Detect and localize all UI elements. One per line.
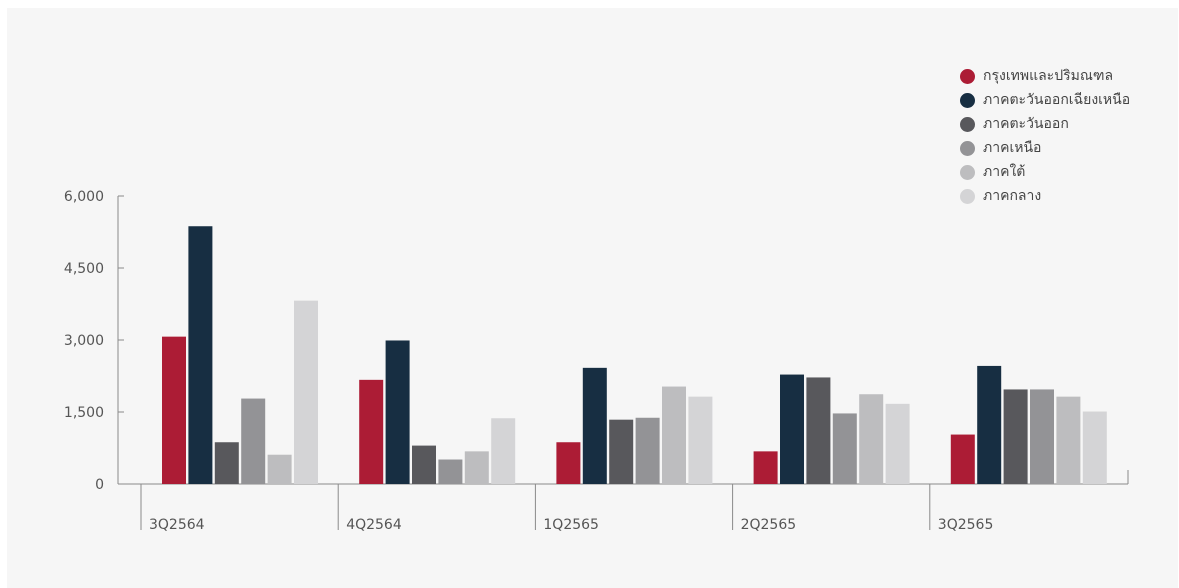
bar <box>753 451 778 484</box>
chart-labels: 0 1,500 3,000 4,500 6,000 3Q2564 4Q2564 1Q2565 2… <box>64 189 993 533</box>
bar <box>977 365 1002 484</box>
bar <box>267 454 292 484</box>
bar <box>859 394 884 484</box>
legend-item: กรุงเทพและปริมณฑล <box>960 64 1130 88</box>
bar <box>385 340 410 484</box>
bar <box>1082 411 1107 484</box>
x-tick-label: 4Q2564 <box>346 517 402 533</box>
bar <box>491 418 516 484</box>
bar <box>438 459 463 484</box>
y-tick-label: 0 <box>95 477 104 493</box>
bar <box>241 398 266 484</box>
legend-swatch <box>960 68 975 84</box>
legend-item: ภาคกลาง <box>960 184 1130 208</box>
x-tick-label: 3Q2565 <box>938 517 994 533</box>
bar <box>359 379 384 484</box>
legend-item: ภาคเหนือ <box>960 136 1130 160</box>
y-tick-label: 3,000 <box>64 333 104 349</box>
bar <box>1003 389 1028 484</box>
legend-label: กรุงเทพและปริมณฑล <box>983 68 1114 84</box>
bar <box>806 377 831 484</box>
bar <box>950 434 975 484</box>
bar <box>188 226 213 485</box>
legend-item: ภาคตะวันออกเฉียงเหนือ <box>960 88 1130 112</box>
y-tick-label: 1,500 <box>64 405 104 421</box>
legend-label: ภาคเหนือ <box>983 140 1042 156</box>
bar <box>412 445 436 484</box>
legend-item: ภาคตะวันออก <box>960 112 1130 136</box>
legend-label: ภาคตะวันออก <box>983 116 1069 132</box>
x-tick-label: 3Q2564 <box>149 517 205 533</box>
legend-label: ภาคกลาง <box>983 188 1042 204</box>
chart-bars <box>162 226 1107 485</box>
bar <box>1030 389 1054 484</box>
x-tick-label: 1Q2565 <box>543 517 599 533</box>
bar <box>464 451 489 484</box>
bar <box>662 386 686 484</box>
bar <box>214 442 239 484</box>
bar <box>609 419 634 484</box>
legend-swatch <box>960 188 975 204</box>
bar <box>885 403 910 484</box>
bar <box>294 300 318 484</box>
bar <box>582 367 607 484</box>
legend-swatch <box>960 116 975 132</box>
bar <box>1056 396 1081 484</box>
legend-item: ภาคใต้ <box>960 160 1130 184</box>
bar <box>162 336 186 484</box>
legend-swatch <box>960 92 975 108</box>
bar <box>635 417 660 484</box>
y-tick-label: 4,500 <box>64 261 104 277</box>
y-tick-label: 6,000 <box>64 189 104 205</box>
bar <box>780 374 804 484</box>
legend-label: ภาคใต้ <box>983 164 1026 180</box>
bar <box>832 413 857 484</box>
legend-swatch <box>960 140 975 156</box>
legend-label: ภาคตะวันออกเฉียงเหนือ <box>983 92 1131 108</box>
bar <box>688 396 713 484</box>
x-tick-label: 2Q2565 <box>741 517 797 533</box>
bar <box>556 442 581 484</box>
legend-swatch <box>960 164 975 180</box>
chart-legend: กรุงเทพและปริมณฑลภาคตะวันออกเฉียงเหนือภา… <box>960 64 1130 208</box>
